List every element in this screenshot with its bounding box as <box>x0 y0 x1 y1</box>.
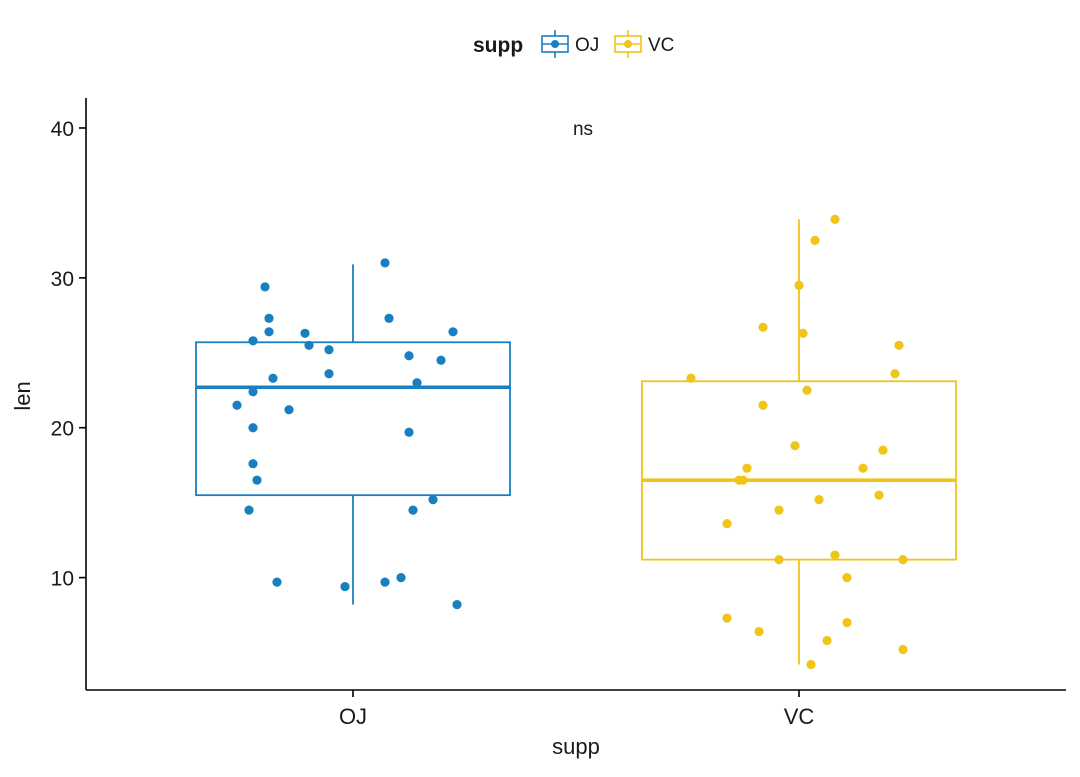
data-point-oj <box>452 599 462 610</box>
data-point-vc <box>774 555 784 565</box>
boxes <box>195 219 957 665</box>
legend-key-point <box>551 40 559 48</box>
data-point-vc <box>858 463 868 473</box>
legend-title: supp <box>473 34 523 57</box>
data-point-oj <box>404 351 414 361</box>
legend-key-point <box>624 40 632 48</box>
y-ticks: 10 20 30 40 <box>51 118 86 591</box>
data-point-oj <box>284 405 294 415</box>
data-point-vc <box>806 659 816 670</box>
data-point-oj <box>384 313 394 323</box>
data-point-oj <box>380 258 390 268</box>
points <box>232 214 908 670</box>
y-tick-label: 30 <box>51 268 74 291</box>
data-point-oj <box>264 327 274 337</box>
data-point-vc <box>794 280 804 290</box>
data-point-oj <box>436 355 446 365</box>
legend-item-vc: VC <box>614 30 674 58</box>
data-point-vc <box>810 235 820 245</box>
data-point-vc <box>822 635 832 646</box>
data-point-oj <box>264 313 274 323</box>
legend-label: OJ <box>575 35 599 56</box>
data-point-oj <box>248 336 258 346</box>
data-point-vc <box>790 441 800 451</box>
data-point-vc <box>842 617 852 628</box>
data-point-oj <box>268 373 278 383</box>
legend-label: VC <box>648 35 674 56</box>
iqr-box <box>641 380 957 561</box>
data-point-vc <box>742 463 752 473</box>
data-point-vc <box>774 505 784 515</box>
data-point-vc <box>842 572 852 583</box>
data-point-oj <box>300 328 310 338</box>
data-point-oj <box>232 400 242 410</box>
data-point-oj <box>244 505 254 515</box>
data-point-oj <box>340 581 350 592</box>
y-tick-label: 40 <box>51 118 74 141</box>
data-point-vc <box>754 626 764 637</box>
data-point-oj <box>404 427 414 437</box>
data-point-vc <box>830 214 840 224</box>
data-point-oj <box>428 495 438 505</box>
y-tick-label: 20 <box>51 418 74 441</box>
data-point-oj <box>248 387 258 397</box>
data-point-oj <box>248 459 258 469</box>
data-point-oj <box>248 423 258 433</box>
data-point-vc <box>890 369 900 379</box>
data-point-vc <box>814 495 824 505</box>
data-point-oj <box>272 577 282 587</box>
data-point-oj <box>324 345 334 355</box>
legend-entries: OJ VC <box>541 30 674 58</box>
x-tick-label: VC <box>784 704 815 729</box>
data-point-vc <box>830 550 840 560</box>
data-point-vc <box>798 328 808 338</box>
data-point-oj <box>408 505 418 515</box>
box-vc <box>641 219 957 665</box>
significance-label: ns <box>573 119 593 140</box>
data-point-vc <box>878 445 888 455</box>
data-point-vc <box>898 555 908 565</box>
x-axis-label: supp <box>552 734 600 759</box>
data-point-vc <box>802 385 812 395</box>
data-point-vc <box>898 644 908 655</box>
data-point-oj <box>304 340 314 350</box>
data-point-vc <box>894 340 904 350</box>
y-tick-label: 10 <box>51 568 74 591</box>
data-point-oj <box>324 369 334 379</box>
box-oj <box>195 264 511 605</box>
data-point-vc <box>686 373 696 383</box>
data-point-vc <box>758 400 768 410</box>
data-point-oj <box>252 475 262 485</box>
legend-item-oj: OJ <box>541 30 599 58</box>
data-point-vc <box>738 475 748 485</box>
data-point-vc <box>722 519 732 529</box>
y-axis-label: len <box>10 381 35 410</box>
data-point-oj <box>396 572 406 583</box>
data-point-oj <box>380 577 390 587</box>
x-ticks: OJ VC <box>339 690 814 729</box>
x-tick-label: OJ <box>339 704 367 729</box>
data-point-vc <box>758 322 768 332</box>
data-point-oj <box>260 282 270 292</box>
data-point-vc <box>874 490 884 500</box>
legend: supp OJ VC <box>473 30 674 58</box>
data-point-vc <box>722 613 732 623</box>
data-point-oj <box>412 378 422 388</box>
iqr-box <box>195 341 511 497</box>
data-point-oj <box>448 327 458 337</box>
